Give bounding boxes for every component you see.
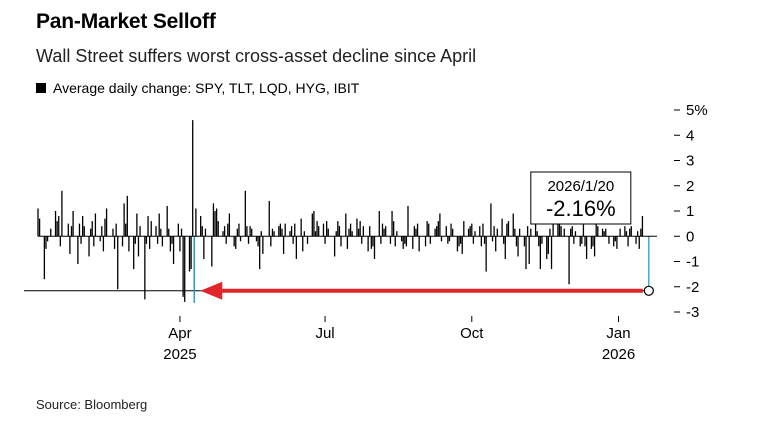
chart-subtitle: Wall Street suffers worst cross-asset de… — [36, 46, 477, 66]
bars-layer — [37, 120, 650, 302]
chart-title: Pan-Market Selloff — [36, 10, 216, 33]
x-tick-year-label: 2026 — [602, 346, 635, 363]
callout-value: -2.16% — [546, 196, 616, 221]
x-tick-year-label: 2025 — [163, 346, 196, 363]
legend-swatch — [36, 83, 46, 93]
x-tick-label: Apr — [168, 325, 191, 342]
source-note: Source: Bloomberg — [36, 397, 148, 412]
legend-label: Average daily change: SPY, TLT, LQD, HYG… — [53, 80, 360, 96]
y-tick-label: 1 — [686, 203, 694, 220]
annotation-layer — [24, 236, 654, 303]
callout-date: 2026/1/20 — [547, 178, 614, 195]
callout-layer: 2026/1/20-2.16% — [530, 171, 632, 225]
y-tick-label: -3 — [686, 304, 699, 321]
axis-layer: 5% 4 3 2 1 0 -1 -2 -3 Apr 2025 Jul Oct Jan 2026 — [38, 102, 708, 363]
y-tick-label: -1 — [686, 254, 699, 271]
y-tick-label: 2 — [686, 178, 694, 195]
x-tick-label: Jan — [606, 325, 630, 342]
y-tick-label: 5% — [686, 102, 708, 119]
source-name: Bloomberg — [84, 397, 148, 412]
y-tick-label: 3 — [686, 153, 694, 170]
y-tick-label: 0 — [686, 228, 694, 245]
callout-box — [530, 171, 632, 225]
red-arrow-head — [200, 281, 223, 300]
callout-point — [643, 285, 654, 296]
y-tick-label: 4 — [686, 127, 694, 144]
x-tick-label: Jul — [315, 325, 334, 342]
x-tick-label: Oct — [460, 325, 484, 342]
legend: Average daily change: SPY, TLT, LQD, HYG… — [36, 80, 359, 96]
y-tick-label: -2 — [686, 279, 699, 296]
